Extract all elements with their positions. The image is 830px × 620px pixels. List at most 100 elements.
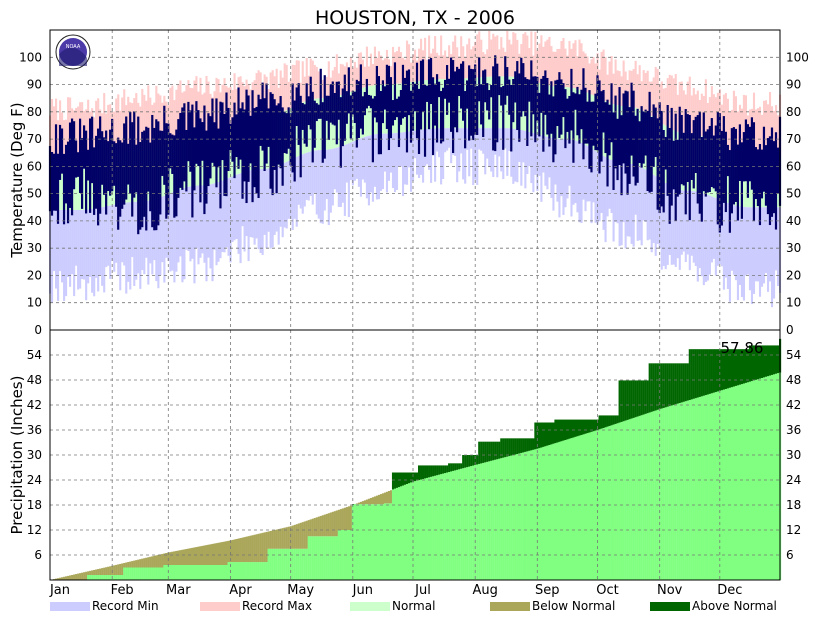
temp-day-bar [654, 176, 657, 256]
temp-day-bar [534, 133, 537, 175]
precip-normal-bar [580, 435, 583, 580]
precip-normal-bar [355, 504, 358, 580]
observed-temp-bar [297, 83, 300, 145]
observed-temp-bar [608, 104, 611, 156]
temp-day-bar [199, 185, 202, 258]
temp-day-bar [476, 128, 479, 185]
precip-normal-bar [418, 480, 421, 580]
precip-above-normal-bar [414, 472, 417, 482]
precip-above-normal-bar [395, 472, 399, 488]
precip-normal-bar [514, 454, 517, 580]
precip-above-normal-bar [490, 441, 493, 461]
precip-normal-bar [460, 468, 463, 580]
temp-day-bar [484, 128, 487, 175]
observed-temp-bar [74, 140, 78, 178]
precip-below-normal-bar [201, 545, 204, 565]
temp-day-bar [91, 208, 94, 293]
temp-day-bar [472, 46, 475, 78]
precip-below-normal-bar [335, 510, 338, 537]
observed-temp-bar [379, 91, 383, 155]
observed-temp-bar [205, 130, 208, 204]
temp-day-bar [159, 95, 162, 146]
temp-day-bar [724, 93, 727, 149]
precip-normal-bar [205, 565, 208, 580]
observed-temp-bar [295, 87, 298, 126]
legend-swatch [50, 602, 90, 611]
observed-temp-bar [662, 130, 665, 213]
temp-day-bar [670, 186, 673, 265]
temp-day-bar [704, 194, 707, 282]
precip-total-label: 57.86 [721, 339, 764, 357]
precip-below-normal-bar [233, 539, 236, 563]
precip-above-normal-bar [488, 441, 491, 462]
precip-above-normal-bar [706, 349, 709, 395]
temp-day-bar [730, 204, 733, 271]
temp-day-bar [556, 48, 559, 87]
observed-temp-bar [193, 127, 196, 191]
precip-normal-bar [512, 455, 515, 580]
precip-above-normal-bar [666, 363, 669, 407]
observed-temp-bar [558, 72, 561, 138]
observed-temp-bar [87, 149, 90, 181]
observed-temp-bar [287, 107, 290, 149]
precip-normal-bar [686, 400, 689, 580]
precip-above-normal-bar [722, 349, 726, 390]
precip-below-normal-bar [219, 542, 222, 565]
observed-temp-bar [251, 90, 254, 203]
observed-temp-bar [702, 112, 705, 192]
temp-day-bar [644, 169, 647, 222]
precip-normal-bar [177, 565, 180, 580]
precip-above-normal-bar [652, 363, 655, 412]
temp-day-bar [169, 193, 172, 272]
temp-day-bar [418, 48, 421, 82]
temp-day-bar [422, 129, 425, 183]
temp-day-bar [460, 128, 463, 154]
temp-day-bar [682, 90, 685, 134]
temp-day-bar [185, 85, 188, 136]
precip-above-normal-bar [740, 349, 744, 385]
observed-temp-bar [734, 128, 737, 202]
precip-normal-bar [99, 575, 102, 580]
precip-above-normal-bar [438, 465, 441, 475]
precip-below-normal-bar [169, 552, 172, 565]
temp-day-bar [722, 201, 725, 290]
precip-normal-bar [592, 431, 595, 580]
precip-below-normal-bar [339, 509, 342, 530]
precip-above-normal-bar [728, 349, 732, 388]
temp-day-bar [478, 31, 481, 78]
precip-above-normal-bar [678, 363, 681, 404]
precip-normal-bar [448, 471, 451, 580]
precip-normal-bar [492, 460, 495, 580]
precip-normal-bar [674, 404, 677, 580]
temp-day-bar [65, 119, 68, 159]
precip-normal-bar [179, 565, 182, 580]
temp-day-bar [474, 128, 477, 180]
precip-below-normal-bar [161, 553, 164, 568]
precip-above-normal-bar [724, 349, 728, 389]
temp-day-bar [95, 100, 98, 157]
observed-temp-bar [462, 61, 465, 121]
observed-temp-bar [588, 90, 591, 169]
temp-day-bar [646, 70, 649, 114]
observed-temp-bar [502, 85, 505, 150]
temp-tick-label-left: 40 [27, 214, 42, 228]
temp-day-bar [335, 54, 338, 97]
temp-day-bar [223, 78, 226, 128]
precip-tick-label-right: 12 [786, 523, 801, 537]
precip-normal-bar [574, 436, 577, 581]
observed-temp-bar [271, 93, 274, 196]
temp-day-bar [710, 86, 713, 141]
temp-day-bar [560, 138, 563, 197]
precip-normal-bar [608, 425, 611, 580]
observed-temp-bar [654, 107, 657, 158]
observed-temp-bar [163, 105, 166, 185]
temp-day-bar [193, 185, 196, 284]
temp-day-bar [311, 151, 314, 205]
precip-normal-bar [524, 451, 527, 580]
temp-day-bar [578, 142, 581, 223]
temp-day-bar [341, 145, 344, 203]
observed-temp-bar [590, 101, 593, 173]
temp-day-bar [383, 58, 387, 85]
temp-day-bar [572, 140, 575, 205]
precip-below-normal-bar [153, 555, 156, 568]
